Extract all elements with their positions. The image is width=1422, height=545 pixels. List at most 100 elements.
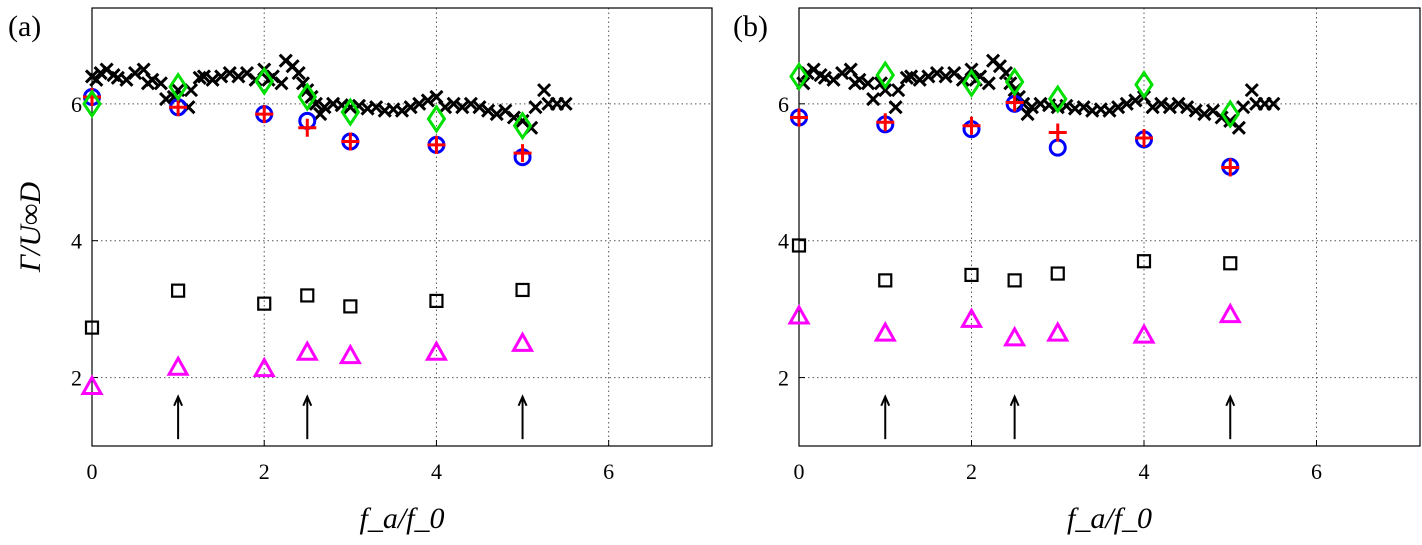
data-point-x xyxy=(1171,96,1186,111)
data-point-x xyxy=(446,96,461,111)
x-tick-label: 4 xyxy=(431,459,442,484)
y-tick-label: 4 xyxy=(71,229,82,254)
series-x xyxy=(84,53,573,135)
data-point-x xyxy=(537,83,552,98)
panel-label: (b) xyxy=(733,10,768,43)
data-point-x xyxy=(1266,96,1281,111)
data-point-x xyxy=(1180,100,1195,115)
series-diamond xyxy=(789,60,1241,129)
data-point-x xyxy=(153,76,168,91)
data-point-triangle xyxy=(1132,323,1156,344)
data-point-x xyxy=(558,96,573,111)
data-point-x xyxy=(981,76,996,91)
y-tick-label: 6 xyxy=(778,92,789,117)
plot-frame xyxy=(91,7,713,447)
panel-label: (a) xyxy=(8,10,41,43)
series-x xyxy=(796,53,1281,135)
data-point-x xyxy=(313,107,328,122)
data-point-x xyxy=(1154,96,1169,111)
x-axis-label: f_a/f_0 xyxy=(1067,502,1152,535)
data-point-plus xyxy=(427,135,446,154)
data-point-x xyxy=(214,69,229,84)
arrow-head xyxy=(880,394,891,407)
x-tick-label: 6 xyxy=(603,459,614,484)
series-square xyxy=(791,238,1238,288)
data-point-diamond xyxy=(82,89,102,119)
data-point-x xyxy=(1197,107,1212,122)
data-point-x xyxy=(222,65,237,81)
x-tick-label: 2 xyxy=(259,459,270,484)
data-point-x xyxy=(1119,96,1134,111)
series-triangle xyxy=(787,302,1242,347)
data-point-diamond xyxy=(340,97,361,127)
data-point-x xyxy=(1188,103,1203,118)
data-point-diamond xyxy=(961,68,982,98)
data-point-x xyxy=(1111,100,1126,115)
data-point-triangle xyxy=(510,331,535,352)
data-point-square xyxy=(1007,273,1022,288)
arrow-head xyxy=(173,394,184,407)
data-point-x xyxy=(481,103,496,118)
data-point-triangle xyxy=(1003,325,1027,347)
data-point-triangle xyxy=(80,374,104,395)
plot-frame xyxy=(798,7,1421,447)
data-point-x xyxy=(1003,76,1018,91)
data-point-x xyxy=(351,98,367,113)
data-point-triangle xyxy=(1218,302,1242,324)
data-point-x xyxy=(274,76,289,91)
y-tick-label: 6 xyxy=(71,92,82,117)
series-plus xyxy=(790,93,1240,177)
data-point-x xyxy=(1076,100,1091,115)
data-point-plus xyxy=(1048,123,1067,142)
data-point-x xyxy=(835,65,850,81)
data-point-plus xyxy=(341,132,360,151)
data-point-x xyxy=(145,72,160,87)
data-point-diamond xyxy=(1047,84,1068,114)
data-point-x xyxy=(1128,93,1143,108)
series-triangle xyxy=(80,331,535,395)
data-point-x xyxy=(472,100,487,115)
arrow-head xyxy=(517,394,528,407)
data-point-x xyxy=(369,100,384,115)
data-point-square xyxy=(964,267,979,283)
data-point-x xyxy=(860,76,876,91)
x-tick-label: 6 xyxy=(1311,459,1322,484)
panel-a: 0 2 4 6 2 4 6 (a) f_a/f_0 Γ/U∞D xyxy=(8,7,713,535)
arrow-head xyxy=(302,394,313,407)
data-point-plus xyxy=(1221,158,1240,177)
data-point-circle xyxy=(1048,138,1067,157)
data-point-diamond xyxy=(1134,69,1154,100)
data-point-x xyxy=(938,69,953,84)
data-point-x xyxy=(1236,100,1251,115)
data-point-x xyxy=(420,93,435,108)
data-point-x xyxy=(1162,100,1177,115)
data-point-x xyxy=(1020,107,1035,122)
data-point-square xyxy=(878,273,893,288)
data-point-square xyxy=(515,282,530,298)
panel-b: 0 2 4 6 2 4 6 (b) f_a/f_0 xyxy=(733,7,1421,535)
data-point-x xyxy=(231,69,246,84)
data-point-square xyxy=(1050,266,1065,281)
data-point-diamond xyxy=(789,61,809,92)
data-point-x xyxy=(1244,83,1259,98)
data-point-x xyxy=(891,83,906,98)
data-point-diamond xyxy=(1220,99,1241,129)
data-point-triangle xyxy=(338,343,362,365)
data-point-square xyxy=(1136,254,1152,269)
data-point-diamond xyxy=(875,60,896,90)
data-point-square xyxy=(84,320,100,335)
y-tick-label: 4 xyxy=(778,229,789,254)
series-plus xyxy=(83,87,532,163)
data-point-square xyxy=(171,283,186,298)
data-point-triangle xyxy=(252,356,276,378)
data-point-triangle xyxy=(873,321,897,342)
data-point-triangle xyxy=(1046,321,1070,342)
y-tick-label: 2 xyxy=(71,366,82,391)
data-point-diamond xyxy=(426,104,447,134)
data-point-plus xyxy=(255,105,274,124)
data-point-x xyxy=(1145,100,1160,115)
x-tick-label: 0 xyxy=(87,459,98,484)
data-point-x xyxy=(1024,100,1039,115)
data-point-square xyxy=(1223,256,1238,271)
data-point-x xyxy=(921,69,936,84)
